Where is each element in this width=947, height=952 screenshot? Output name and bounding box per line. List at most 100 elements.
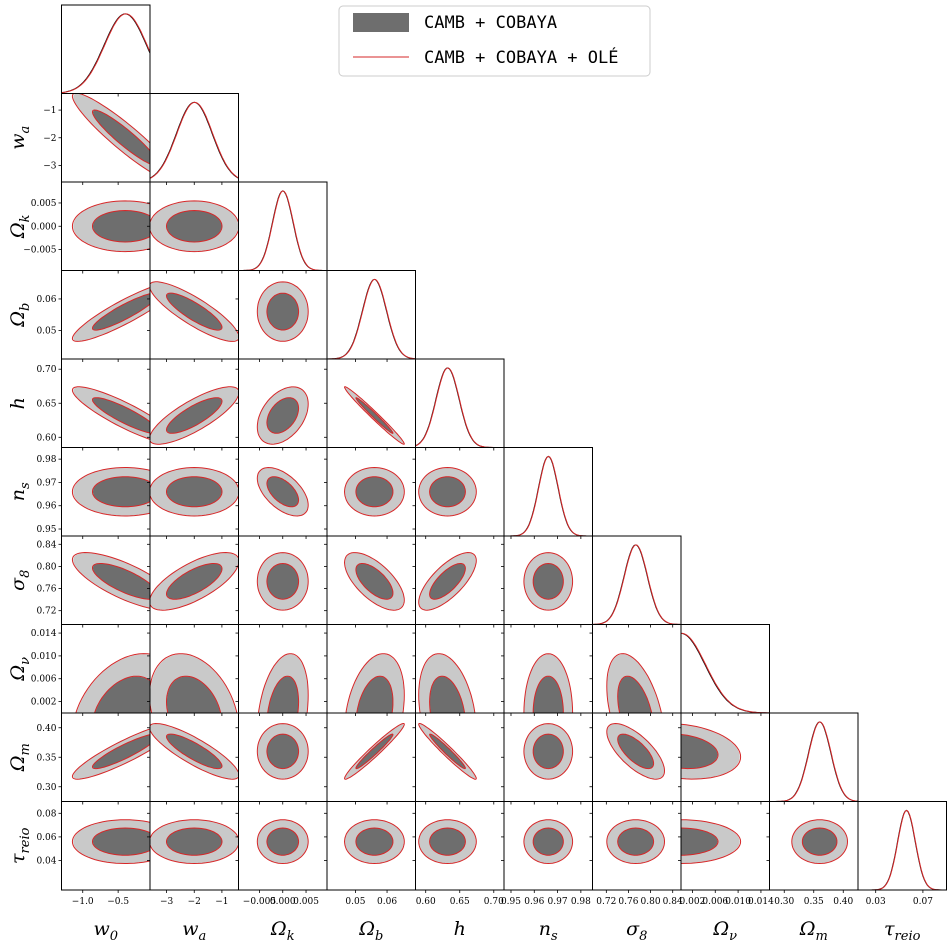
panel-content bbox=[681, 819, 742, 865]
panel-frame bbox=[61, 4, 151, 94]
panel-ns-tau bbox=[501, 801, 593, 893]
contour-68-w0-Ok bbox=[92, 210, 150, 242]
contour-95-ole-Ok-h bbox=[256, 386, 309, 445]
contour-68-ole-Ok-Onu bbox=[267, 675, 300, 713]
marginal-curve-ole-h bbox=[415, 367, 504, 448]
contour-68-ole-wa-Ob bbox=[165, 292, 223, 331]
contour-95-ole-Om-tau bbox=[791, 819, 849, 865]
panel-w0-s8 bbox=[58, 535, 151, 628]
contour-95-ole-wa-Onu bbox=[150, 653, 238, 713]
y-tick-label-ns: 0.97 bbox=[36, 478, 56, 488]
panel-h-h bbox=[415, 358, 505, 451]
x-tick-label-Ok: 0.005 bbox=[293, 897, 319, 907]
legend-label: CAMB + COBAYA bbox=[424, 13, 557, 33]
panel-Ok-Onu bbox=[235, 624, 328, 716]
y-tick-label-wa: −3 bbox=[43, 161, 57, 171]
y-tick-label-s8: 0.76 bbox=[36, 585, 56, 595]
panel-wa-wa bbox=[149, 93, 239, 185]
marginal-curve-ns bbox=[504, 455, 593, 536]
contour-68-ole-Ok-h bbox=[266, 397, 300, 434]
y-axis-label-Onu: Ων bbox=[7, 657, 33, 682]
panel-content bbox=[343, 723, 405, 780]
contour-68-ole-h-tau bbox=[429, 827, 466, 856]
panel-content bbox=[418, 653, 476, 713]
panel-w0-Om bbox=[58, 712, 151, 805]
panel-h-ns bbox=[412, 447, 505, 539]
contour-68-wa-ns bbox=[166, 476, 222, 507]
contour-68-ole-Ok-Ob bbox=[266, 292, 300, 331]
panel-content bbox=[327, 278, 416, 359]
contour-68-ole-w0-h bbox=[91, 397, 150, 434]
contour-95-ole-Ok-Ob bbox=[256, 281, 309, 342]
contour-95-ole-ns-s8 bbox=[523, 552, 574, 611]
panel-wa-s8 bbox=[147, 535, 239, 628]
panel-Onu-Om bbox=[678, 712, 770, 805]
contour-95-ole-w0-wa bbox=[71, 93, 150, 173]
panel-w0-Onu bbox=[58, 624, 151, 716]
y-tick-label-ns: 0.96 bbox=[36, 502, 56, 512]
panel-Om-Om bbox=[769, 712, 859, 805]
contour-68-w0-tau bbox=[92, 828, 150, 856]
x-axis-label-h: h bbox=[454, 918, 466, 940]
panel-w0-ns bbox=[58, 447, 151, 539]
panel-w0-Ok bbox=[58, 181, 151, 274]
panel-h-s8 bbox=[412, 535, 505, 628]
x-axis-label-w0: w0 bbox=[93, 918, 118, 944]
y-tick-label-Ok: −0.005 bbox=[23, 246, 57, 256]
y-tick-label-h: 0.60 bbox=[36, 433, 56, 443]
contour-68-ole-w0-tau bbox=[91, 827, 150, 856]
panel-content bbox=[606, 722, 666, 780]
contour-68-ole-ns-Om bbox=[532, 733, 564, 770]
x-tick-label-Onu: 0.010 bbox=[725, 897, 751, 907]
contour-95-ole-ns-Onu bbox=[523, 653, 574, 713]
panel-s8-Om bbox=[589, 712, 682, 805]
panel-content bbox=[71, 386, 150, 440]
contour-68-h-s8 bbox=[429, 563, 466, 599]
contour-95-ole-Ok-ns bbox=[256, 466, 309, 517]
panel-Ok-ns bbox=[235, 447, 328, 539]
x-tick-label-Ok: 0.000 bbox=[270, 897, 296, 907]
panel-content bbox=[61, 13, 150, 94]
contour-68-s8-Onu bbox=[618, 676, 652, 713]
contour-95-ole-Ob-h bbox=[343, 386, 405, 445]
panel-content bbox=[343, 466, 405, 517]
contour-68-ole-wa-ns bbox=[165, 476, 223, 508]
x-axis-label-ns: ns bbox=[539, 918, 558, 944]
panel-content bbox=[238, 190, 327, 271]
panel-frame bbox=[680, 624, 770, 714]
panel-tau-tau bbox=[857, 801, 947, 893]
contour-95-ole-Ob-Onu bbox=[345, 653, 405, 713]
contour-68-ole-Ok-tau bbox=[266, 827, 300, 856]
panel-wa-Om bbox=[147, 712, 239, 805]
marginal-curve-ole-tau bbox=[858, 809, 947, 890]
panel-Ok-s8 bbox=[235, 535, 328, 628]
contour-68-wa-h bbox=[166, 397, 222, 434]
contour-68-ole-Ob-s8 bbox=[355, 563, 394, 600]
x-tick-label-s8: 0.84 bbox=[663, 897, 683, 907]
panel-wa-Ob bbox=[147, 270, 239, 362]
panel-Onu-Onu bbox=[680, 624, 770, 716]
legend: CAMB + COBAYA CAMB + COBAYA + OLÉ bbox=[338, 5, 651, 77]
y-axis-label-h: h bbox=[7, 397, 29, 409]
contour-95-ole-h-Onu bbox=[418, 653, 476, 713]
panel-wa-h bbox=[147, 358, 239, 451]
x-tick-label-ns: 0.95 bbox=[501, 897, 521, 907]
x-axis-label-Onu: Ων bbox=[712, 918, 737, 944]
contour-95-ole-s8-tau bbox=[606, 819, 666, 865]
contour-95-ole-Onu-tau bbox=[681, 819, 742, 865]
panel-content bbox=[71, 93, 150, 173]
contour-68-h-ns bbox=[429, 476, 466, 507]
x-tick-label-Onu: 0.014 bbox=[748, 897, 774, 907]
panel-frame bbox=[149, 93, 239, 183]
contour-95-ole-h-s8 bbox=[418, 551, 477, 611]
x-tick-label-tau: 0.07 bbox=[913, 897, 933, 907]
panel-content bbox=[150, 819, 239, 865]
contour-95-ole-w0-tau bbox=[71, 819, 150, 865]
panel-ns-s8 bbox=[501, 535, 593, 628]
contour-95-ole-Ok-tau bbox=[256, 819, 309, 865]
panel-content bbox=[71, 286, 150, 342]
x-tick-label-ns: 0.96 bbox=[524, 897, 544, 907]
x-axis-label-Ob: Ωb bbox=[358, 918, 383, 944]
contour-68-ole-h-s8 bbox=[429, 563, 466, 600]
contour-68-wa-s8 bbox=[166, 563, 222, 599]
